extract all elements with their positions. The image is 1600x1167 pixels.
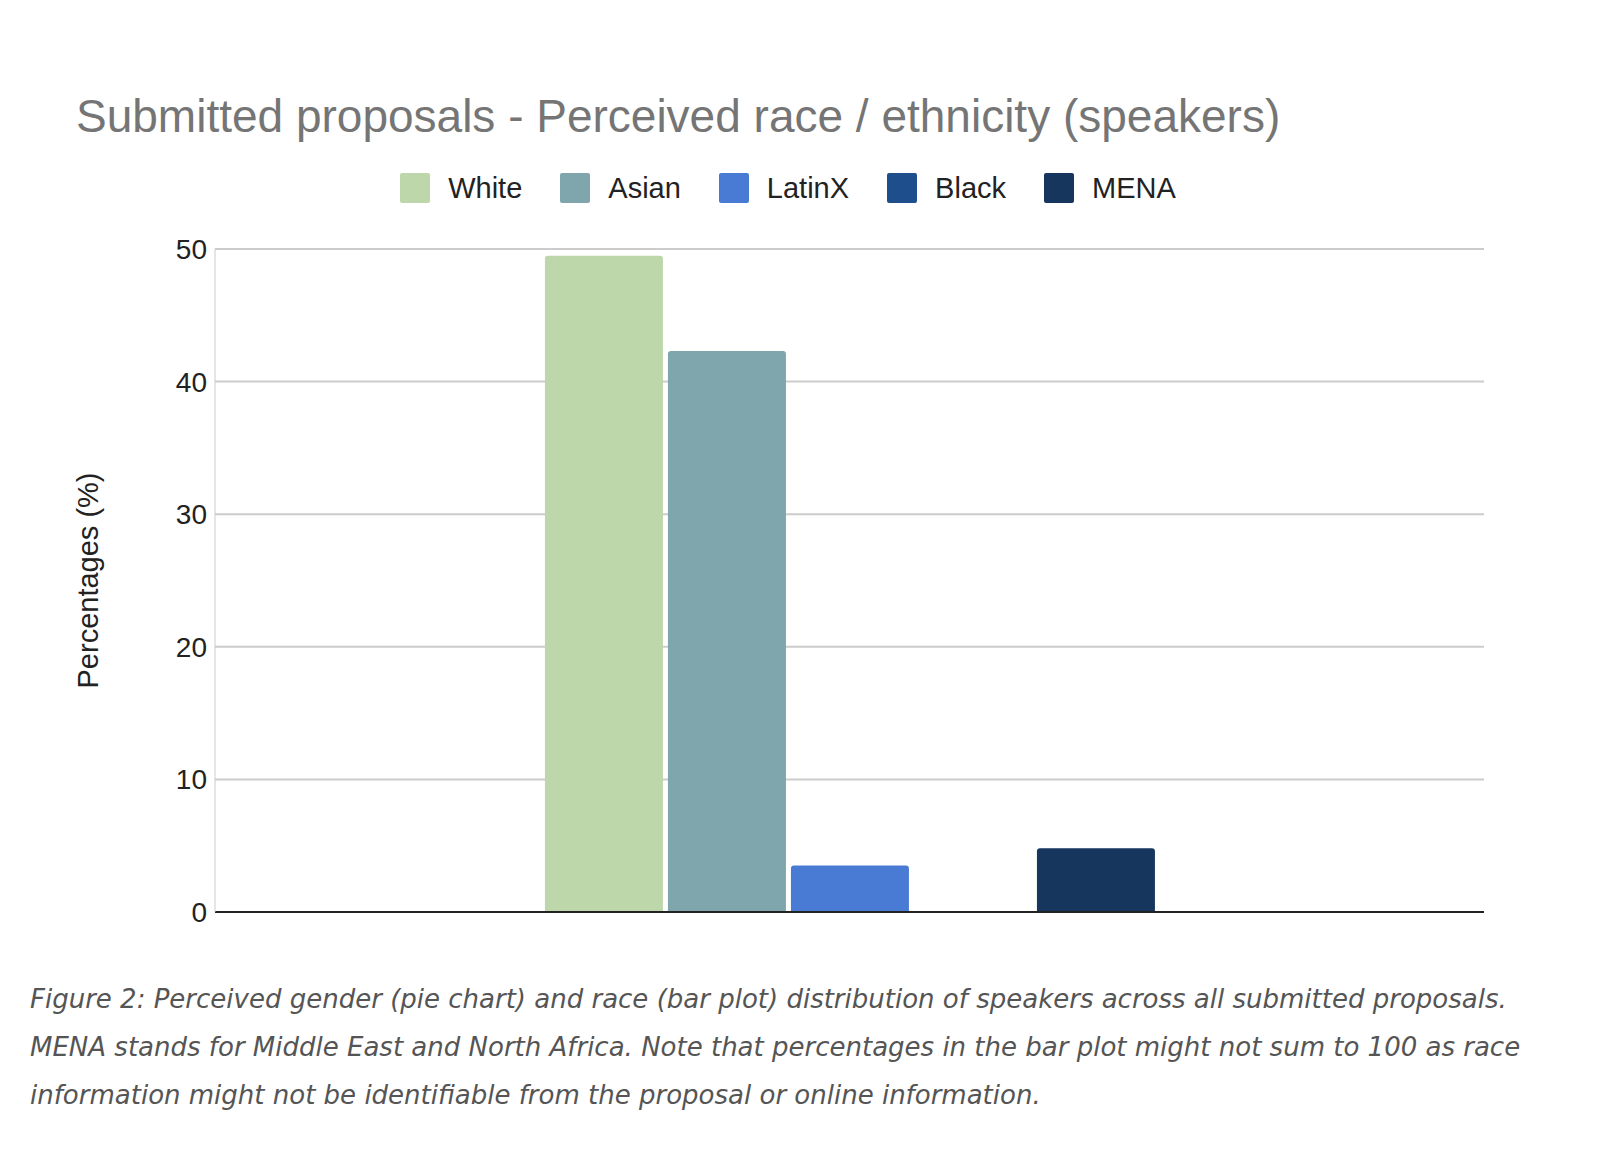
svg-text:10: 10 [176, 764, 207, 795]
html-text:LatinX: LatinX [766, 171, 850, 204]
html-text:MENA: MENA [1092, 171, 1176, 204]
html-text:White: White [448, 171, 523, 204]
html-text:Submitted proposals - Perceive: Submitted proposals - Perceived race / e… [76, 90, 1281, 142]
html-text:Black: Black [935, 171, 1006, 204]
svg-text:0: 0 [191, 897, 207, 928]
html-text:Asian: Asian [608, 171, 681, 204]
html-text:Figure 2: Perceived gender (pi: Figure 2: Perceived gender (pie chart) a… [30, 984, 1521, 1110]
svg-text:50: 50 [176, 234, 207, 265]
svg-text:30: 30 [176, 499, 207, 530]
svg-text:40: 40 [176, 367, 207, 398]
svg-text:20: 20 [176, 632, 207, 663]
svg-text:Percentages (%): Percentages (%) [72, 473, 104, 689]
